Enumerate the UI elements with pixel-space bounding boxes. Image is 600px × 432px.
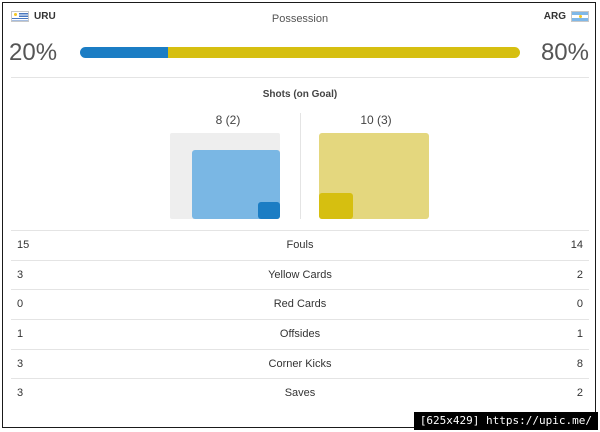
stat-label: Corner Kicks	[268, 357, 332, 370]
home-shots-value: 8 (2)	[215, 113, 241, 127]
away-shots-value: 10 (3)	[360, 113, 392, 127]
home-stat-value: 3	[17, 268, 24, 281]
home-stat-value: 3	[17, 387, 24, 400]
away-stat-value: 0	[576, 298, 583, 311]
away-stat-value: 1	[576, 328, 583, 341]
stat-row-saves: 3 Saves 2	[11, 378, 589, 408]
stat-label: Yellow Cards	[268, 268, 332, 281]
image-host-watermark: [625x429] https://upic.me/	[413, 412, 598, 430]
home-stat-value: 1	[17, 328, 24, 341]
home-team-code: URU	[34, 11, 56, 22]
stat-label: Fouls	[286, 239, 314, 251]
away-stat-value: 14	[570, 239, 583, 251]
possession-title: Possession	[271, 13, 329, 25]
away-stat-value: 2	[576, 268, 583, 281]
stat-row-yellow-cards: 3 Yellow Cards 2	[11, 259, 589, 290]
stat-label: Offsides	[279, 328, 321, 341]
possession-bar-away	[168, 47, 520, 58]
stat-row-corner-kicks: 3 Corner Kicks 8	[11, 348, 589, 379]
match-stats-panel: URU Possession ARG 20% 80% Shots (on Goa…	[2, 2, 596, 428]
possession-bar	[80, 47, 520, 58]
away-team-code: ARG	[543, 11, 566, 22]
home-stat-value: 3	[17, 357, 24, 370]
stat-row-offsides: 1 Offsides 1	[11, 319, 589, 349]
away-stat-value: 2	[576, 387, 583, 400]
possession-bar-home	[80, 47, 168, 58]
shots-title: Shots (on Goal)	[262, 89, 338, 100]
stat-row-red-cards: 0 Red Cards 0	[11, 289, 589, 319]
home-stat-value: 15	[17, 239, 30, 251]
section-divider	[11, 77, 589, 78]
away-shots-on-goal-area	[319, 193, 353, 219]
home-possession-value: 20%	[9, 39, 58, 66]
shots-divider	[300, 113, 301, 219]
home-stat-value: 0	[17, 298, 24, 311]
away-possession-value: 80%	[540, 39, 589, 66]
stat-label: Saves	[284, 387, 316, 400]
away-stat-value: 8	[576, 357, 583, 370]
home-team: URU	[11, 11, 56, 22]
home-shots-on-goal-area	[258, 202, 280, 219]
stat-label: Red Cards	[273, 298, 327, 311]
stat-row-fouls: 15 Fouls 14	[11, 230, 589, 260]
uruguay-flag-icon	[11, 11, 29, 22]
away-team: ARG	[544, 11, 589, 22]
argentina-flag-icon	[571, 11, 589, 22]
stats-table: 15 Fouls 14 3 Yellow Cards 2 0 Red Cards…	[11, 230, 589, 408]
